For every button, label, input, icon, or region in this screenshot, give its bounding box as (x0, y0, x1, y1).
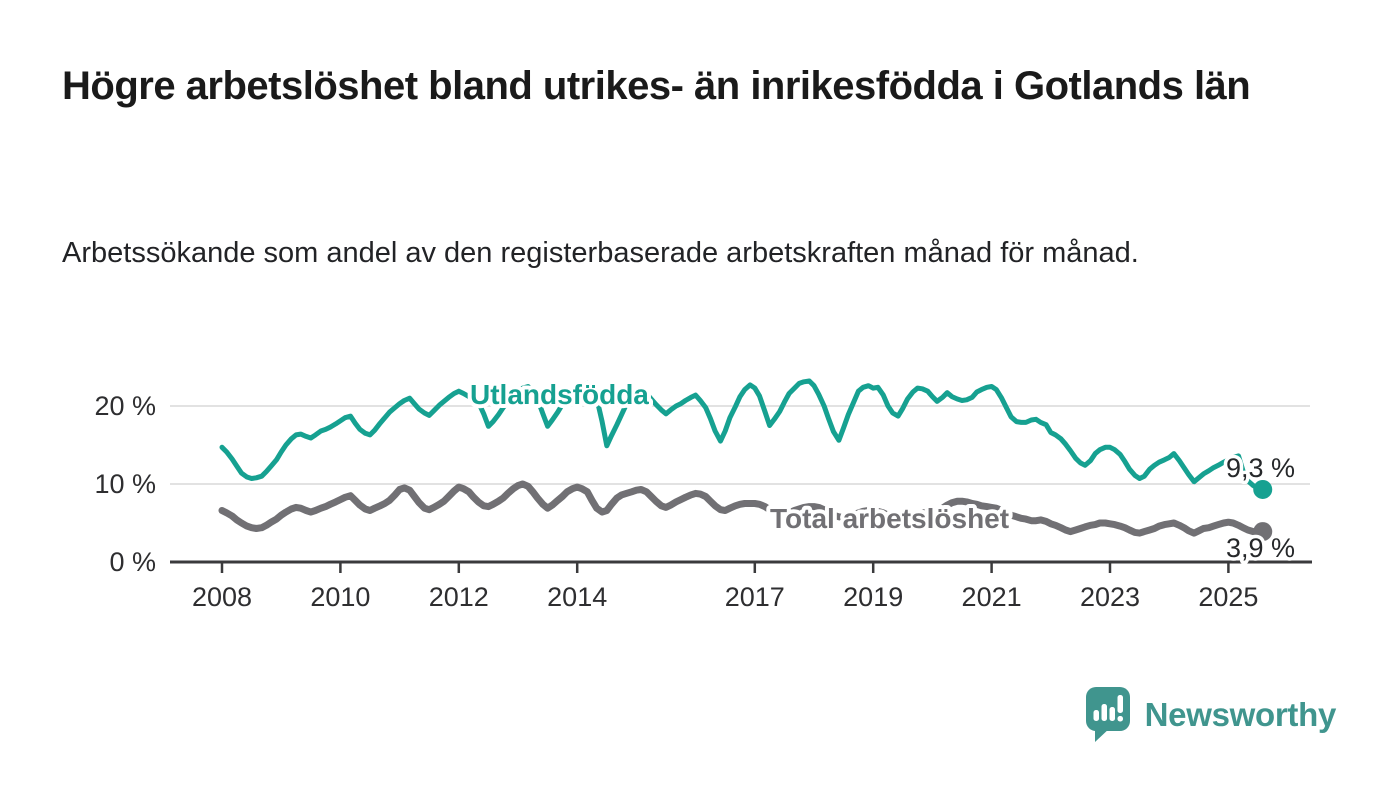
brand-name: Newsworthy (1144, 696, 1337, 733)
gridlines-layer (170, 405, 1310, 485)
y-tick-label: 10 % (94, 469, 156, 499)
y-tick-label: 0 % (109, 547, 156, 577)
x-tick-label: 2014 (547, 582, 607, 612)
x-tick-label: 2010 (310, 582, 370, 612)
x-tick-label: 2023 (1080, 582, 1140, 612)
x-tick-label: 2017 (725, 582, 785, 612)
y-tick-label: 20 % (94, 391, 156, 421)
newsworthy-speech-bubble-bar-chart-icon (1085, 687, 1130, 742)
axis-layer (170, 560, 1312, 573)
newsworthy-branding: Newsworthy (1085, 686, 1336, 744)
series-end-dot (1253, 522, 1273, 542)
end-value-label: 9,3 % (1226, 453, 1295, 483)
x-tick-label: 2019 (843, 582, 903, 612)
series-line-total (218, 480, 1267, 537)
series-line-utlandsfodda (219, 378, 1266, 492)
series-label: Total arbetslöshet (770, 503, 1009, 534)
x-tick-label: 2008 (192, 582, 252, 612)
x-tick-label: 2025 (1198, 582, 1258, 612)
chart-subtitle: Arbetssökande som andel av den registerb… (62, 237, 1139, 269)
x-tick-label: 2021 (962, 582, 1022, 612)
end-value-label: 3,9 % (1226, 533, 1295, 563)
series-label: Utlandsfödda (470, 379, 649, 410)
x-tick-label: 2012 (429, 582, 489, 612)
series-end-dot (1253, 479, 1273, 499)
series-layer (218, 378, 1273, 542)
chart-text-layer: 0 % 10 % 20 % 2008 2010 2012 2014 2017 2019 2021 2… (94, 375, 1298, 612)
page-title: Högre arbetslöshet bland utrikes- än inr… (62, 64, 1251, 108)
